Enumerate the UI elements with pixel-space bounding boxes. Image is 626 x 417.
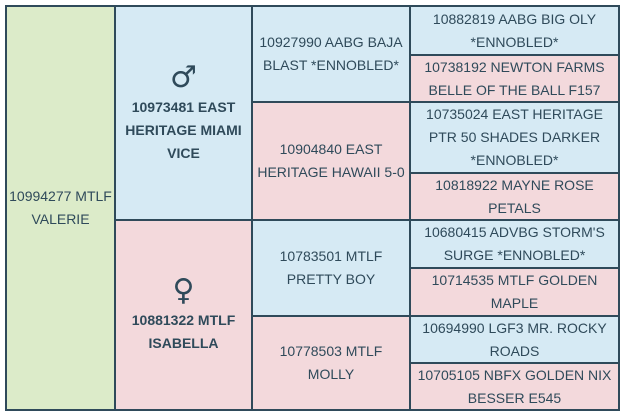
- male-symbol-icon: ♂: [170, 59, 197, 95]
- pedigree-chart: 10994277 MTLF VALERIE ♂ 10973481 EAST HE…: [5, 5, 620, 411]
- grandsire-paternal-cell[interactable]: 10927990 AABG BAJA BLAST *ENNOBLED*: [251, 5, 411, 103]
- dam-name: 10881322 MTLF ISABELLA: [131, 312, 236, 351]
- great-grandparent-cell-2[interactable]: 10738192 NEWTON FARMS BELLE OF THE BALL …: [409, 54, 620, 103]
- grandsire-maternal-name: 10783501 MTLF PRETTY BOY: [279, 248, 383, 287]
- great-grandparent-name-8: 10705105 NBFX GOLDEN NIX BESSER E545: [417, 366, 612, 406]
- great-grandparent-name-3: 10735024 EAST HERITAGE PTR 50 SHADES DAR…: [426, 106, 603, 168]
- great-grandparent-cell-6[interactable]: 10714535 MTLF GOLDEN MAPLE: [409, 267, 620, 317]
- granddam-paternal-cell[interactable]: 10904840 EAST HERITAGE HAWAII 5-0: [251, 101, 411, 221]
- granddam-paternal-name: 10904840 EAST HERITAGE HAWAII 5-0: [257, 141, 405, 180]
- subject-name: 10994277 MTLF VALERIE: [9, 188, 112, 227]
- great-grandparent-cell-1[interactable]: 10882819 AABG BIG OLY *ENNOBLED*: [409, 5, 620, 56]
- great-grandparent-name-7: 10694990 LGF3 MR. ROCKY ROADS: [422, 319, 607, 359]
- dam-cell[interactable]: ♀ 10881322 MTLF ISABELLA: [114, 219, 253, 411]
- sire-name: 10973481 EAST HERITAGE MIAMI VICE: [125, 98, 242, 161]
- great-grandparent-cell-5[interactable]: 10680415 ADVBG STORM'S SURGE *ENNOBLED*: [409, 219, 620, 269]
- granddam-maternal-cell[interactable]: 10778503 MTLF MOLLY: [251, 315, 411, 411]
- granddam-maternal-name: 10778503 MTLF MOLLY: [279, 343, 383, 382]
- great-grandparent-cell-8[interactable]: 10705105 NBFX GOLDEN NIX BESSER E545: [409, 362, 620, 411]
- grandsire-paternal-name: 10927990 AABG BAJA BLAST *ENNOBLED*: [259, 34, 403, 73]
- great-grandparent-name-2: 10738192 NEWTON FARMS BELLE OF THE BALL …: [424, 58, 605, 98]
- great-grandparent-cell-7[interactable]: 10694990 LGF3 MR. ROCKY ROADS: [409, 315, 620, 364]
- female-symbol-icon: ♀: [172, 273, 195, 308]
- great-grandparent-cell-4[interactable]: 10818922 MAYNE ROSE PETALS: [409, 172, 620, 221]
- great-grandparent-cell-3[interactable]: 10735024 EAST HERITAGE PTR 50 SHADES DAR…: [409, 101, 620, 174]
- great-grandparent-name-5: 10680415 ADVBG STORM'S SURGE *ENNOBLED*: [424, 224, 605, 263]
- great-grandparent-name-1: 10882819 AABG BIG OLY *ENNOBLED*: [432, 10, 597, 50]
- great-grandparent-name-4: 10818922 MAYNE ROSE PETALS: [435, 176, 594, 216]
- grandsire-maternal-cell[interactable]: 10783501 MTLF PRETTY BOY: [251, 219, 411, 317]
- great-grandparent-name-6: 10714535 MTLF GOLDEN MAPLE: [431, 272, 598, 311]
- subject-cell[interactable]: 10994277 MTLF VALERIE: [5, 5, 116, 411]
- sire-cell[interactable]: ♂ 10973481 EAST HERITAGE MIAMI VICE: [114, 5, 253, 221]
